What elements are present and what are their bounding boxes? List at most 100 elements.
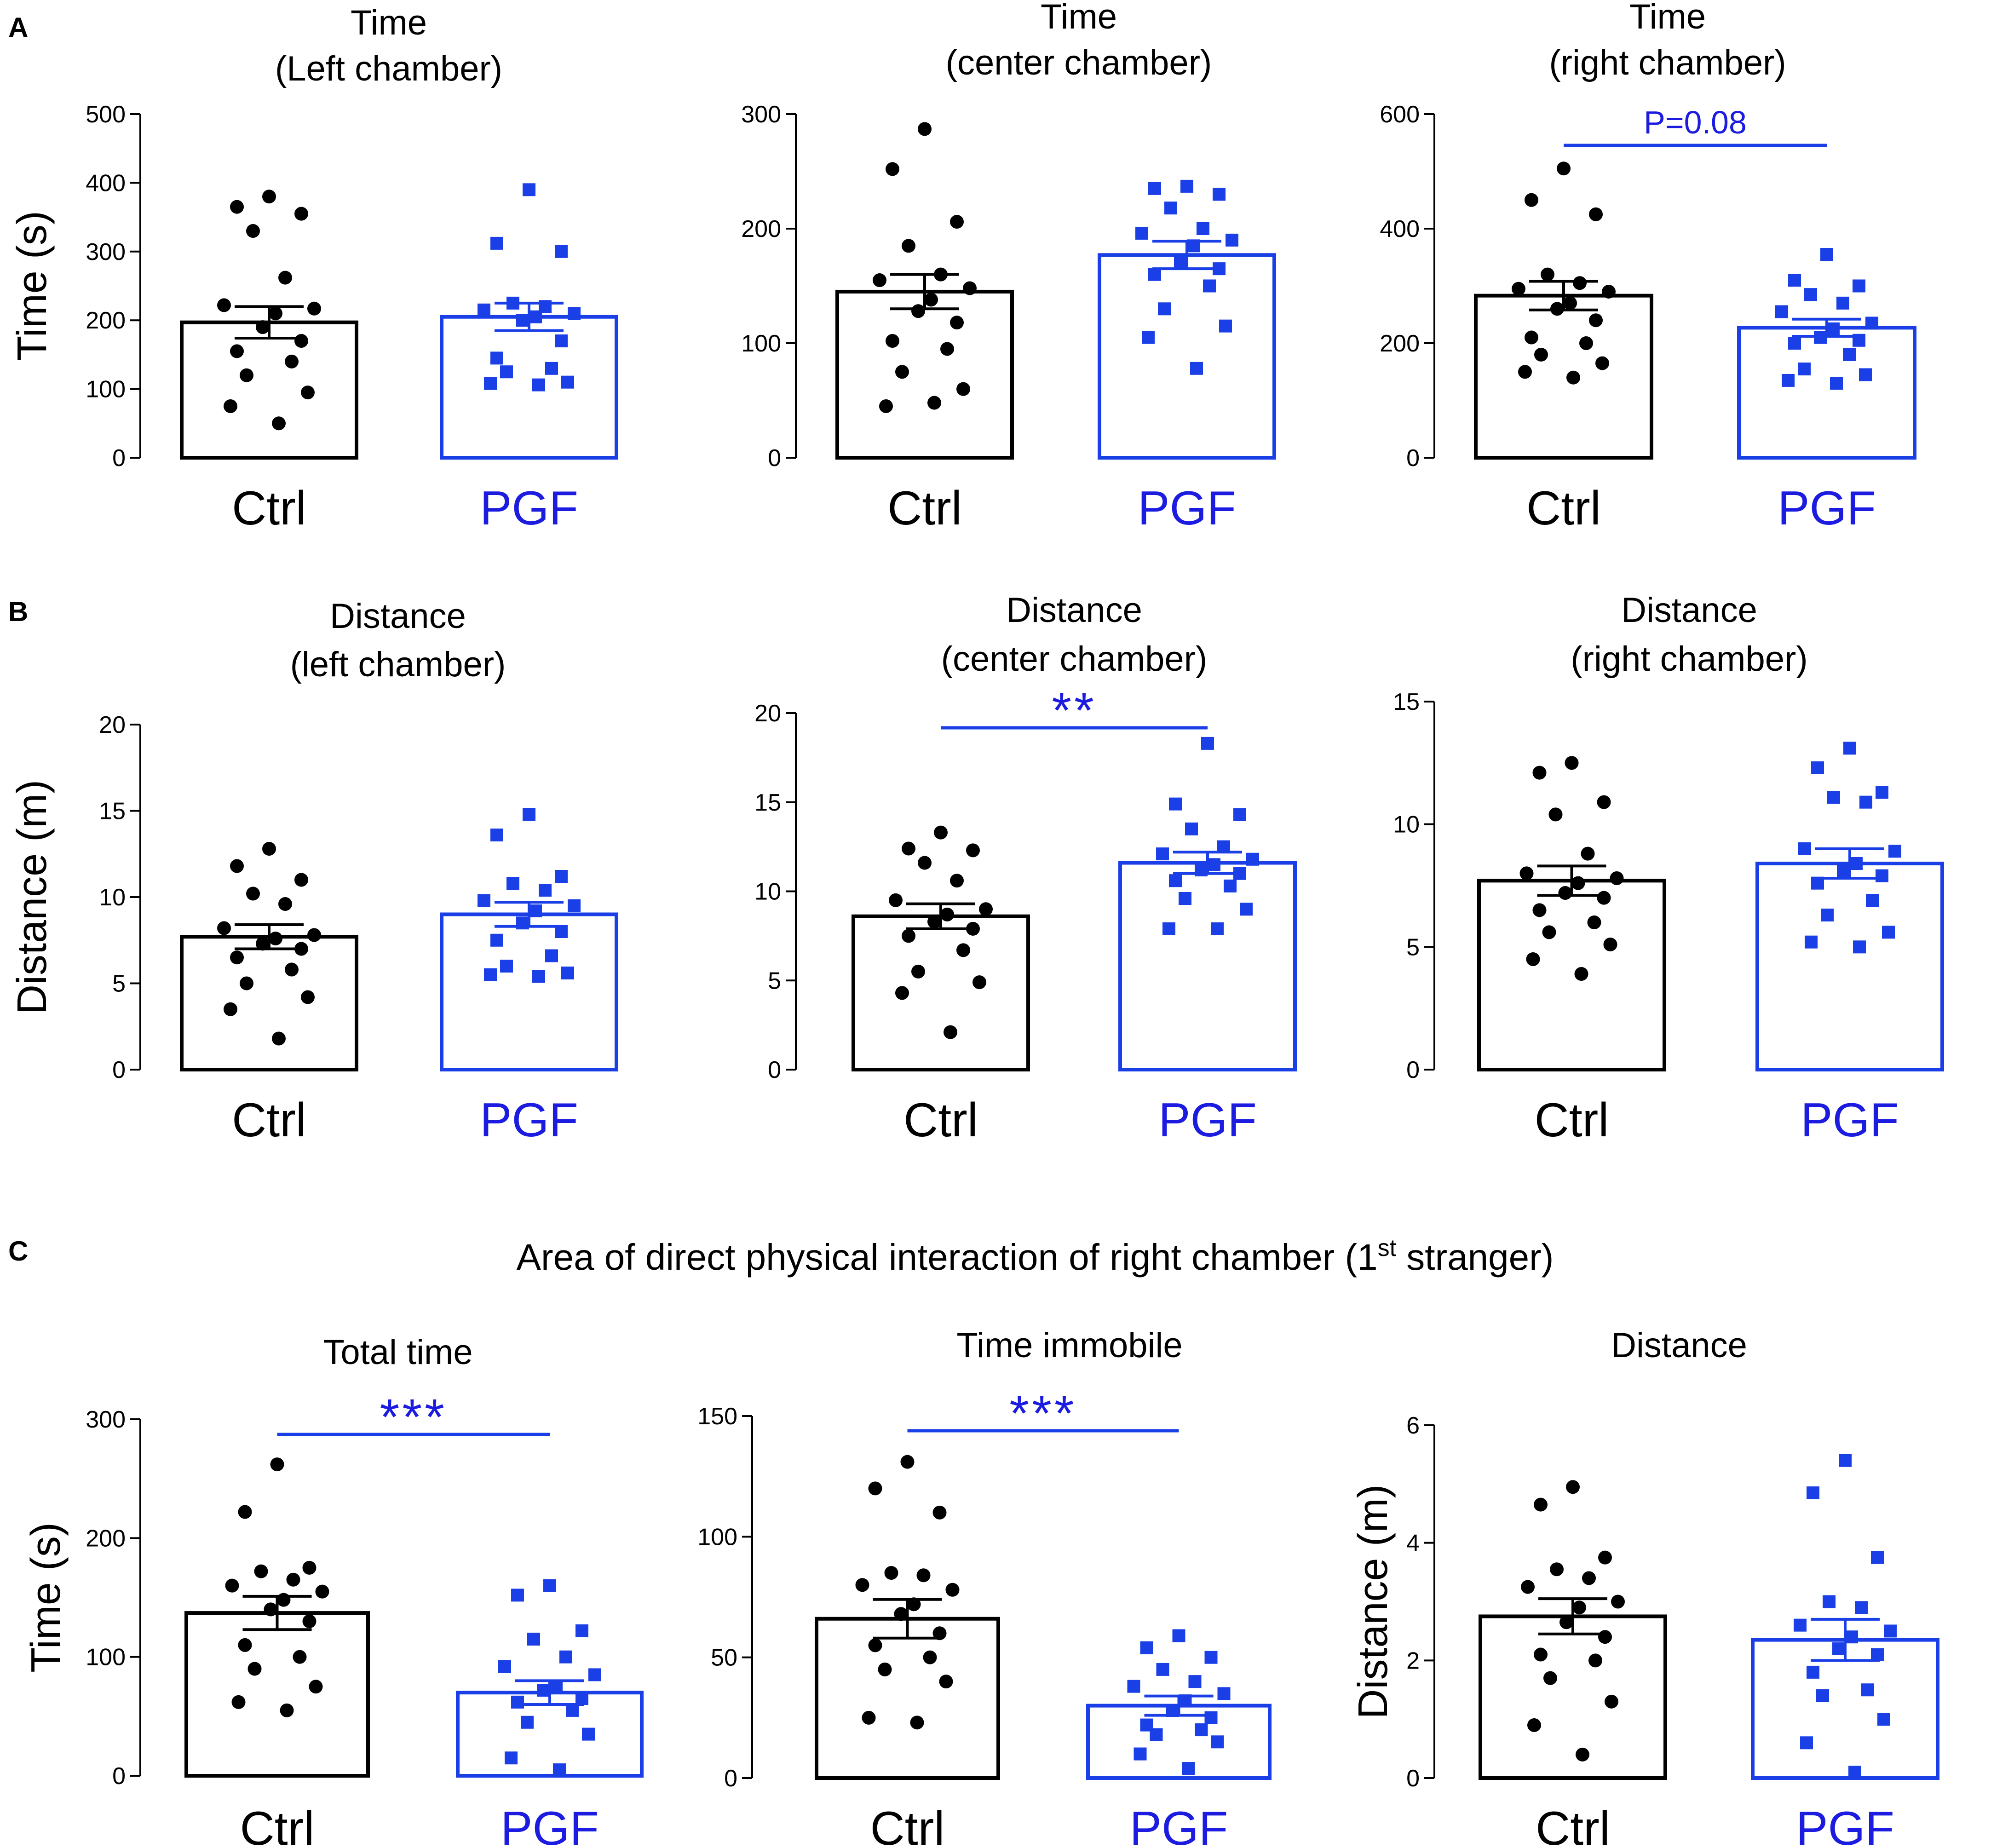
data-point-ctrl xyxy=(240,976,253,990)
data-point-ctrl xyxy=(256,320,270,334)
data-point-ctrl xyxy=(862,1710,876,1725)
data-point-ctrl xyxy=(225,1578,239,1593)
data-point-ctrl xyxy=(873,273,886,288)
data-point-pgf xyxy=(1811,876,1824,890)
chart-panel-B2: Distance (center chamber) 0 5 10 15 20 Ctrl PGF *… xyxy=(754,591,1297,1147)
data-point-ctrl xyxy=(902,841,915,856)
data-point-pgf xyxy=(1156,1663,1169,1676)
chart-title-line: Time xyxy=(351,3,427,42)
data-point-ctrl xyxy=(932,1626,947,1641)
data-point-pgf xyxy=(537,1684,550,1697)
data-point-ctrl xyxy=(269,932,282,945)
data-point-pgf xyxy=(575,1692,588,1705)
data-point-ctrl xyxy=(1543,1671,1557,1685)
data-point-ctrl xyxy=(1557,161,1571,176)
category-label-ctrl: Ctrl xyxy=(232,1094,306,1147)
data-point-pgf xyxy=(1820,248,1833,261)
data-point-ctrl xyxy=(315,1584,329,1599)
data-point-pgf xyxy=(1208,858,1220,871)
chart-panel-B1: B Distance (left chamber) 0 5 10 15 20 Distance … xyxy=(8,596,618,1147)
data-point-ctrl xyxy=(1581,846,1595,861)
data-point-ctrl xyxy=(286,1572,300,1587)
data-point-ctrl xyxy=(1595,356,1609,370)
chart-panel-C3: Distance 0 2 4 6 Distance (m) Ctrl PGF xyxy=(1350,1326,1939,1848)
data-point-pgf xyxy=(1182,1762,1195,1775)
data-point-pgf xyxy=(1187,239,1200,253)
chart-title-line: Time immobile xyxy=(956,1326,1182,1365)
data-point-pgf xyxy=(1866,894,1879,907)
data-point-pgf xyxy=(1811,761,1824,774)
data-point-pgf xyxy=(1845,1630,1858,1644)
data-point-ctrl xyxy=(285,962,299,977)
data-point-pgf xyxy=(545,949,558,962)
data-point-ctrl xyxy=(1519,866,1534,881)
data-point-ctrl xyxy=(927,915,941,929)
data-point-pgf xyxy=(1850,857,1863,870)
data-point-pgf xyxy=(1821,909,1834,921)
chart-title-line: (center chamber) xyxy=(941,639,1208,679)
y-tick-label: 300 xyxy=(86,239,126,265)
data-point-ctrl xyxy=(278,897,292,911)
data-point-pgf xyxy=(1853,279,1865,293)
data-point-pgf xyxy=(1246,852,1259,866)
chart-title-line: Distance xyxy=(1611,1326,1747,1365)
data-point-ctrl xyxy=(1512,282,1525,296)
data-point-pgf xyxy=(1148,268,1161,281)
data-point-pgf xyxy=(559,1650,572,1664)
data-point-pgf xyxy=(1876,786,1888,799)
data-point-ctrl xyxy=(934,267,948,282)
data-point-pgf xyxy=(1162,922,1175,935)
data-point-pgf xyxy=(490,933,503,947)
data-point-ctrl xyxy=(911,304,925,318)
data-point-pgf xyxy=(1180,179,1193,193)
data-point-ctrl xyxy=(272,416,286,431)
data-point-ctrl xyxy=(262,842,276,856)
data-point-pgf xyxy=(523,808,535,821)
data-point-pgf xyxy=(506,296,519,310)
y-tick-label: 0 xyxy=(724,1765,737,1792)
data-point-pgf xyxy=(566,1704,579,1717)
data-point-pgf xyxy=(1219,319,1232,333)
data-point-pgf xyxy=(529,904,542,917)
data-point-ctrl xyxy=(886,162,899,176)
data-point-pgf xyxy=(1201,737,1214,750)
section-c-header: Area of direct physical interaction of r… xyxy=(517,1235,1554,1278)
data-point-ctrl xyxy=(1576,1747,1589,1762)
category-label-pgf: PGF xyxy=(1796,1802,1894,1848)
chart-panel-A3: Time (right chamber) 0 200 400 600 Ctrl PGF P=0.… xyxy=(1380,0,1916,535)
data-point-ctrl xyxy=(1550,302,1564,316)
data-point-pgf xyxy=(1148,182,1161,195)
data-point-pgf xyxy=(484,377,497,390)
data-point-ctrl xyxy=(293,1650,307,1664)
data-point-ctrl xyxy=(1565,756,1579,770)
y-tick-label: 400 xyxy=(86,170,126,196)
data-point-pgf xyxy=(490,236,503,250)
data-point-pgf xyxy=(1164,201,1177,215)
y-tick-label: 100 xyxy=(741,330,781,357)
data-point-pgf xyxy=(1871,1648,1884,1661)
category-label-pgf: PGF xyxy=(1801,1094,1899,1147)
data-point-ctrl xyxy=(878,1662,892,1676)
data-point-ctrl xyxy=(224,1002,237,1016)
data-point-pgf xyxy=(1240,903,1253,916)
data-point-pgf xyxy=(1158,302,1171,316)
data-point-pgf xyxy=(1855,1601,1868,1614)
data-point-pgf xyxy=(1179,892,1191,905)
data-point-pgf xyxy=(500,365,513,379)
data-point-ctrl xyxy=(270,1457,284,1472)
data-point-pgf xyxy=(1861,1683,1874,1697)
data-point-pgf xyxy=(527,1632,540,1646)
data-point-pgf xyxy=(1197,222,1209,235)
data-point-pgf xyxy=(1877,1713,1890,1726)
y-tick-label: 0 xyxy=(768,1057,781,1083)
y-tick-label: 2 xyxy=(1406,1647,1420,1674)
data-point-ctrl xyxy=(1597,891,1611,905)
data-point-ctrl xyxy=(294,873,308,887)
y-tick-label: 600 xyxy=(1380,101,1420,128)
data-point-pgf xyxy=(1823,1595,1836,1608)
y-tick-label: 200 xyxy=(741,216,781,242)
data-point-ctrl xyxy=(1525,330,1538,345)
data-point-ctrl xyxy=(238,1505,252,1519)
y-tick-label: 0 xyxy=(112,1057,126,1083)
chart-title-line: (right chamber) xyxy=(1571,639,1807,679)
